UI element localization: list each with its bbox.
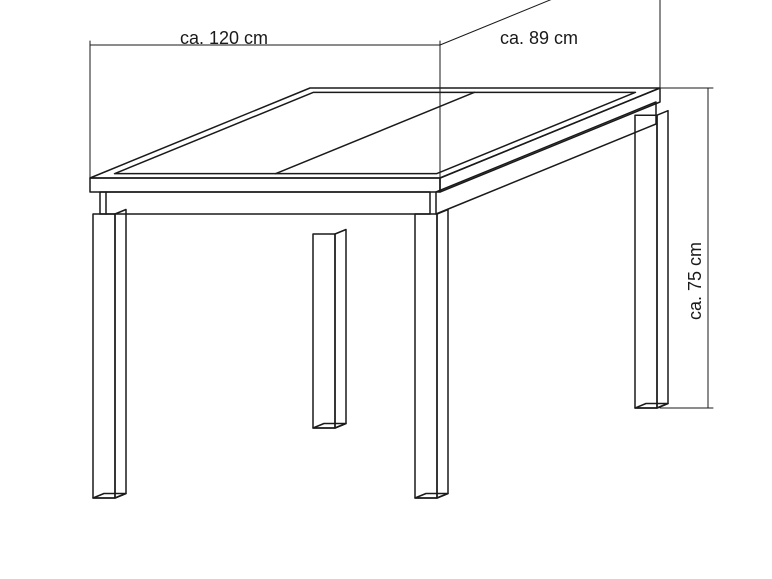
dimension-label-width: ca. 89 cm [500,28,578,49]
dimension-label-height: ca. 75 cm [685,242,706,320]
diagram-canvas: ca. 120 cm ca. 89 cm ca. 75 cm [0,0,772,579]
table-line-drawing [0,0,772,579]
dimension-label-length: ca. 120 cm [180,28,268,49]
